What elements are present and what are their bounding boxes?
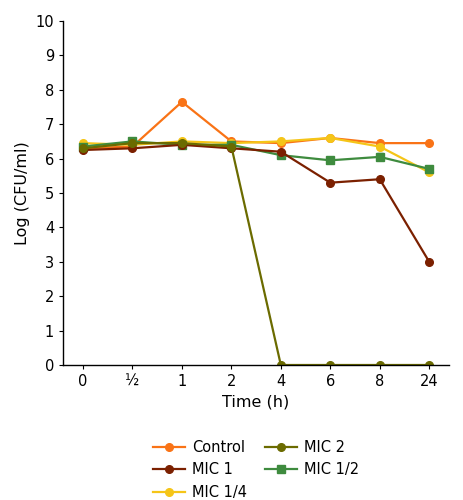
Y-axis label: Log (CFU/ml): Log (CFU/ml) bbox=[15, 141, 30, 245]
Legend: Control, MIC 1, MIC 1/4, MIC 2, MIC 1/2: Control, MIC 1, MIC 1/4, MIC 2, MIC 1/2 bbox=[147, 434, 364, 500]
X-axis label: Time (h): Time (h) bbox=[222, 394, 289, 409]
